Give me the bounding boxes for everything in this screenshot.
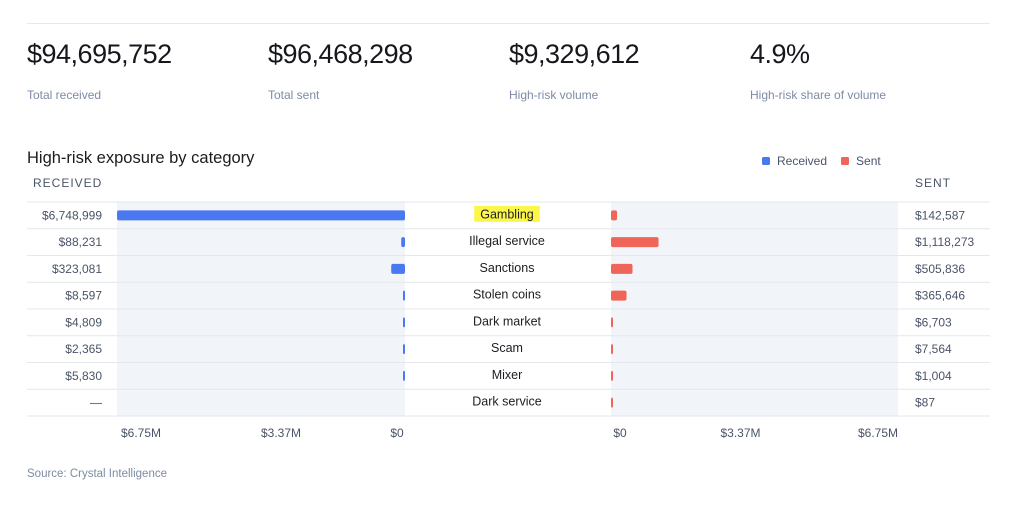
sent-value-label: $1,118,273: [915, 235, 974, 249]
category-label: Scam: [491, 341, 523, 355]
sent-tick-label: $0: [613, 426, 627, 440]
received-tick-label: $0: [390, 426, 404, 440]
stat-label: Total sent: [268, 88, 320, 102]
category-label: Dark service: [472, 395, 542, 409]
stat-total-sent: $96,468,298 Total sent: [268, 38, 413, 102]
sent-bar: [611, 290, 627, 301]
legend-label-received: Received: [777, 154, 828, 168]
source-note: Source: Crystal Intelligence: [27, 468, 167, 480]
top-divider: [27, 23, 990, 24]
chart-title: High-risk exposure by category: [27, 149, 255, 167]
legend-item-sent: Sent: [841, 154, 881, 168]
received-value-label: $4,809: [65, 315, 102, 329]
stat-value: $94,695,752: [27, 39, 172, 69]
sent-bar: [611, 397, 613, 408]
sent-tick-label: $6.75M: [858, 426, 898, 440]
received-bar: [403, 370, 405, 381]
received-column-heading: RECEIVED: [33, 176, 103, 190]
stat-high-risk-share: 4.9% High-risk share of volume: [750, 38, 886, 102]
stat-total-received: $94,695,752 Total received: [27, 38, 172, 102]
sent-value-label: $7,564: [915, 342, 952, 356]
sent-bar: [611, 370, 613, 381]
received-bar: [403, 344, 405, 355]
sent-bar: [611, 263, 633, 274]
category-label: Dark market: [473, 314, 542, 328]
received-tick-label: $3.37M: [261, 426, 301, 440]
legend-swatch-received: [762, 157, 770, 165]
received-value-label: $88,231: [59, 235, 103, 249]
received-bar: [401, 237, 405, 248]
received-tick-label: $6.75M: [121, 426, 161, 440]
sent-value-label: $365,646: [915, 289, 965, 303]
category-label: Illegal service: [469, 234, 545, 248]
category-highlight: [474, 205, 540, 222]
received-bar: [391, 263, 405, 274]
category-label: Sanctions: [480, 261, 535, 275]
received-bar: [117, 210, 405, 221]
chart-legend: Received Sent: [762, 154, 895, 168]
stat-high-risk-volume: $9,329,612 High-risk volume: [509, 38, 640, 102]
sent-bar: [611, 344, 613, 355]
sent-value-label: $6,703: [915, 315, 952, 329]
received-value-label: $323,081: [52, 262, 102, 276]
sent-bar: [611, 237, 659, 248]
category-label: Gambling: [480, 207, 534, 221]
category-label: Mixer: [492, 368, 523, 382]
legend-label-sent: Sent: [856, 154, 881, 168]
received-value-label: $5,830: [65, 369, 102, 383]
stat-label: Total received: [27, 88, 102, 102]
sent-value-label: $87: [915, 396, 935, 410]
received-value-label: $2,365: [65, 342, 102, 356]
sent-value-label: $142,587: [915, 208, 965, 222]
sent-column-heading: SENT: [915, 176, 952, 190]
received-value-label: $8,597: [65, 289, 102, 303]
stat-value: $9,329,612: [509, 39, 640, 69]
stat-label: High-risk share of volume: [750, 88, 887, 102]
stat-value: 4.9%: [750, 39, 810, 69]
sent-bar: [611, 317, 613, 328]
sent-bar: [611, 210, 618, 221]
stat-label: High-risk volume: [509, 88, 599, 102]
received-value-label: —: [90, 396, 102, 410]
legend-swatch-sent: [841, 157, 850, 165]
stat-value: $96,468,298: [268, 39, 413, 69]
received-bar: [403, 317, 405, 328]
received-value-label: $6,748,999: [42, 208, 102, 222]
sent-value-label: $505,836: [915, 262, 965, 276]
received-bar: [403, 290, 405, 301]
legend-item-received: Received: [762, 154, 827, 168]
sent-value-label: $1,004: [915, 369, 952, 383]
sent-tick-label: $3.37M: [720, 426, 760, 440]
category-label: Stolen coins: [473, 288, 541, 302]
